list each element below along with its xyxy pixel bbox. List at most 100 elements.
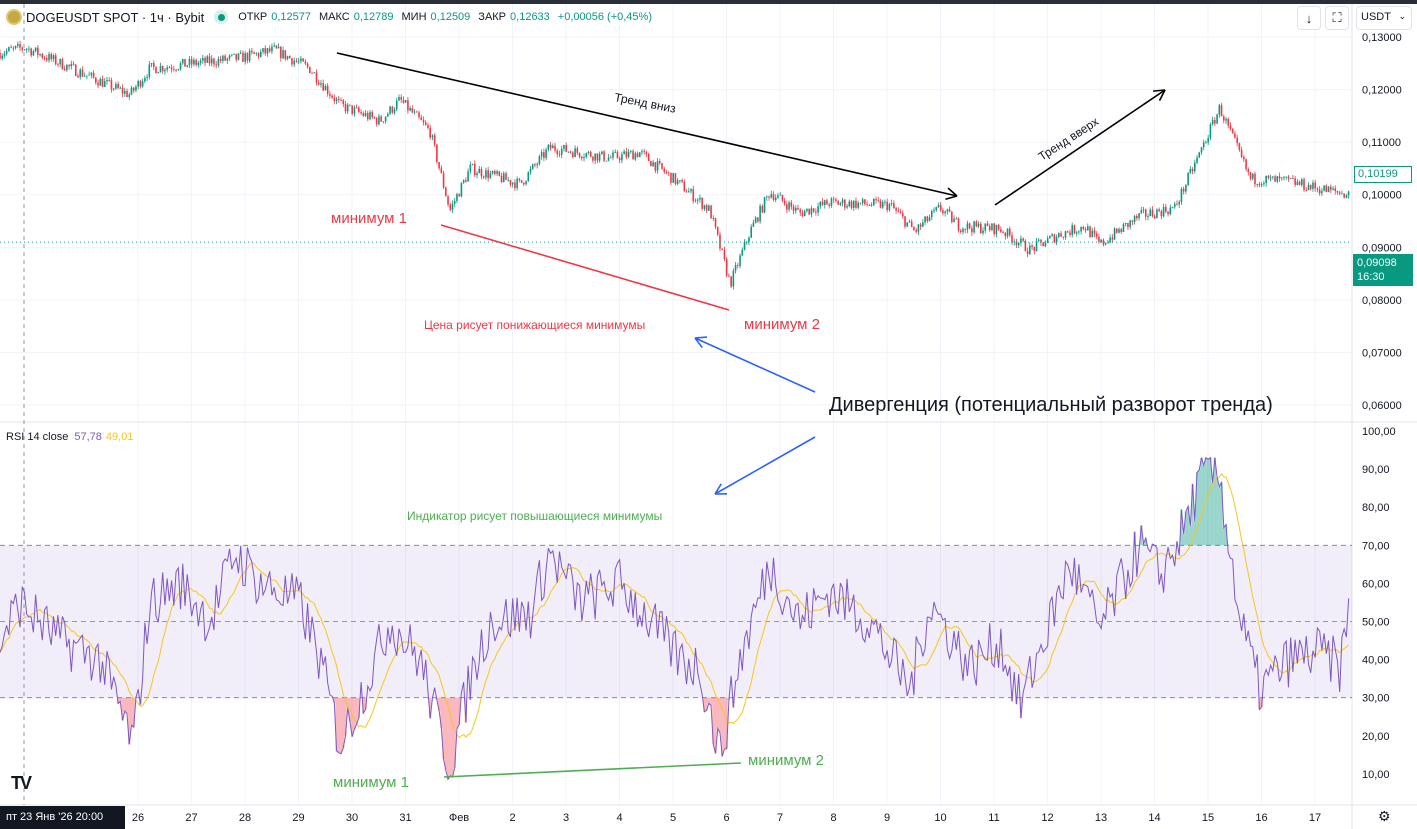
candle-body bbox=[471, 163, 474, 165]
price-axis-label: 0,07000 bbox=[1362, 347, 1402, 359]
time-axis-label: 8 bbox=[830, 812, 836, 824]
currency-select[interactable]: USDT ⌄ bbox=[1356, 6, 1412, 30]
candle-body bbox=[130, 87, 133, 95]
candle-body bbox=[1033, 246, 1036, 251]
candle-body bbox=[144, 78, 146, 82]
candle-body bbox=[516, 178, 518, 189]
candle-body bbox=[1053, 234, 1056, 243]
candle-body bbox=[175, 69, 177, 71]
candle-body bbox=[1082, 226, 1085, 230]
candle-body bbox=[826, 200, 828, 205]
symbol-legend: DOGEUSDT SPOT · 1ч · Bybit ОТКР 0,12577 М… bbox=[6, 9, 656, 25]
candle-body bbox=[462, 180, 465, 183]
candle-body bbox=[1198, 152, 1201, 158]
candle-body bbox=[485, 170, 487, 178]
candle-body bbox=[286, 56, 289, 60]
candle-body bbox=[1120, 229, 1123, 233]
candle-body bbox=[1314, 182, 1316, 189]
rsi-axis-label: 40,00 bbox=[1362, 655, 1390, 667]
candle-body bbox=[121, 87, 124, 94]
candle-body bbox=[627, 151, 630, 157]
candle-body bbox=[1287, 176, 1290, 179]
fullscreen-icon: ⛶ bbox=[1332, 10, 1342, 25]
candle-body bbox=[534, 164, 536, 166]
candle-body bbox=[875, 198, 877, 201]
candle-body bbox=[1218, 105, 1221, 115]
candle-body bbox=[371, 112, 374, 117]
candle-body bbox=[1205, 142, 1207, 144]
candle-body bbox=[320, 83, 322, 85]
candle-body bbox=[1113, 228, 1116, 240]
candle-body bbox=[1216, 114, 1218, 124]
candle-body bbox=[1316, 188, 1319, 190]
price-axis-label: 0,09000 bbox=[1362, 242, 1402, 254]
candle-body bbox=[1173, 203, 1176, 208]
candle-body bbox=[866, 204, 868, 205]
candle-body bbox=[10, 47, 12, 49]
candle-body bbox=[215, 64, 217, 66]
candle-body bbox=[1131, 220, 1134, 222]
settings-gear-icon[interactable]: ⚙ bbox=[1378, 808, 1391, 824]
candle-body bbox=[90, 72, 93, 75]
time-axis-label: 13 bbox=[1095, 812, 1107, 824]
candle-body bbox=[1327, 186, 1330, 193]
rsi-divergence-line bbox=[443, 762, 742, 778]
candle-body bbox=[1015, 241, 1018, 246]
candle-body bbox=[757, 217, 759, 222]
candle-body bbox=[794, 207, 797, 211]
candle-body bbox=[447, 196, 449, 205]
candle-body bbox=[1272, 176, 1274, 178]
candle-body bbox=[754, 217, 757, 223]
candle-body bbox=[699, 198, 701, 200]
candle-body bbox=[41, 54, 44, 58]
candle-body bbox=[1240, 149, 1243, 157]
candle-body bbox=[469, 164, 472, 172]
window-top-border bbox=[0, 0, 1417, 4]
rsi-legend[interactable]: RSI 14 close 57,78 49,01 bbox=[6, 431, 133, 443]
candle-body bbox=[179, 63, 182, 70]
candle-body bbox=[1307, 185, 1310, 191]
time-axis-label: 17 bbox=[1309, 812, 1321, 824]
candle-body bbox=[873, 198, 875, 206]
candle-body bbox=[1124, 222, 1127, 225]
candle-body bbox=[97, 82, 99, 86]
candle-body bbox=[725, 258, 728, 276]
candle-body bbox=[1017, 242, 1020, 246]
candle-body bbox=[193, 59, 195, 65]
candle-body bbox=[1140, 209, 1143, 214]
candle-body bbox=[587, 151, 590, 154]
candle-body bbox=[948, 209, 951, 212]
candle-body bbox=[1325, 185, 1328, 193]
candle-body bbox=[1202, 142, 1205, 148]
price-axis-label: 0,12000 bbox=[1362, 85, 1402, 97]
candle-body bbox=[161, 66, 164, 72]
candle-body bbox=[563, 145, 565, 149]
tradingview-logo[interactable]: TV bbox=[11, 773, 32, 793]
candle-body bbox=[427, 124, 429, 128]
candle-body bbox=[886, 201, 888, 211]
candle-body bbox=[418, 112, 420, 118]
candle-body bbox=[1292, 178, 1294, 179]
candle-body bbox=[913, 227, 915, 230]
candle-body bbox=[1231, 128, 1234, 134]
candle-body bbox=[1263, 183, 1265, 185]
symbol-title[interactable]: DOGEUSDT SPOT · 1ч · Bybit bbox=[26, 9, 205, 25]
candle-body bbox=[128, 94, 131, 97]
fullscreen-button[interactable]: ⛶ bbox=[1325, 6, 1349, 30]
candle-body bbox=[364, 113, 367, 116]
candle-body bbox=[295, 60, 298, 62]
candle-body bbox=[228, 55, 231, 59]
scroll-down-button[interactable]: ↓ bbox=[1297, 6, 1321, 30]
candle-body bbox=[939, 205, 942, 211]
candle-body bbox=[411, 108, 414, 113]
candle-body bbox=[500, 175, 503, 182]
candle-body bbox=[1220, 105, 1223, 117]
candle-body bbox=[1, 55, 3, 59]
candle-body bbox=[759, 205, 761, 222]
candle-body bbox=[701, 198, 703, 209]
candle-body bbox=[326, 85, 329, 94]
candle-body bbox=[1301, 179, 1303, 185]
candle-body bbox=[338, 98, 340, 100]
candle-body bbox=[879, 200, 882, 208]
